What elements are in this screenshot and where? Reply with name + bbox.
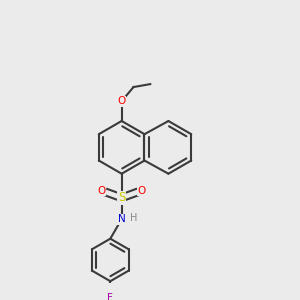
Text: N: N: [118, 214, 125, 224]
Text: S: S: [118, 191, 125, 204]
Text: O: O: [137, 186, 146, 196]
Text: O: O: [118, 96, 126, 106]
Text: O: O: [98, 186, 106, 196]
Text: F: F: [107, 292, 113, 300]
Text: H: H: [130, 213, 137, 223]
